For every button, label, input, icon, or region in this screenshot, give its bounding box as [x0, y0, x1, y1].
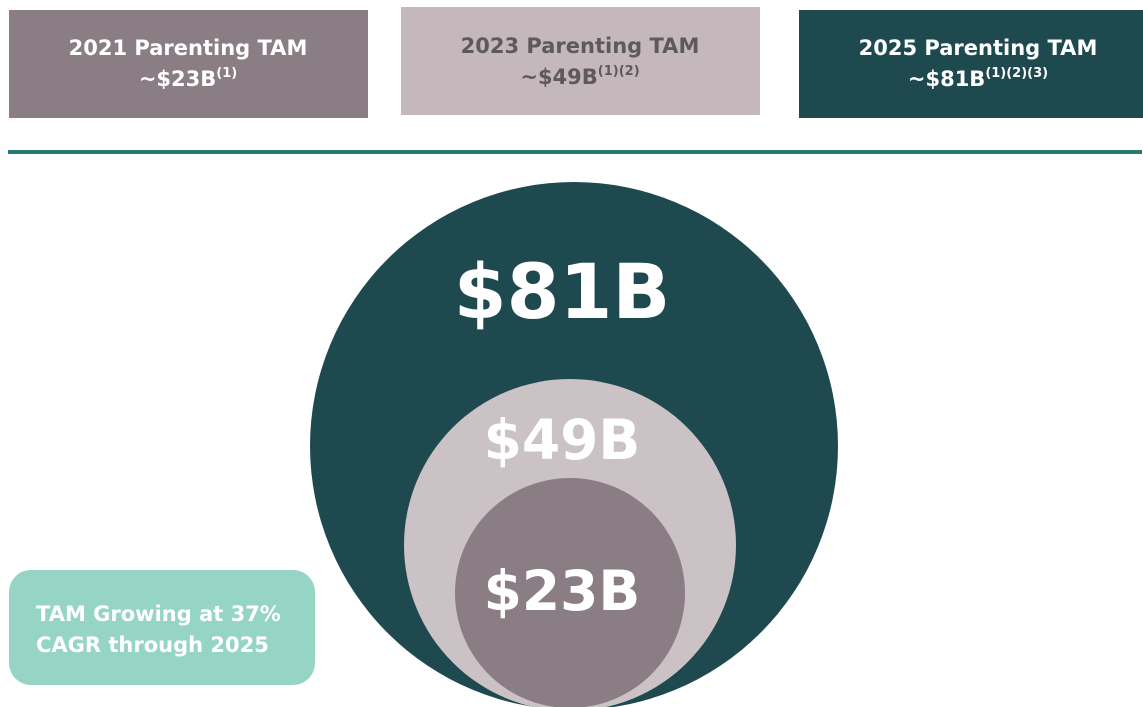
box-value: ~$49B(1)(2): [520, 64, 639, 89]
callout-line: CAGR through 2025: [36, 633, 269, 657]
callout-line: TAM Growing at 37%: [36, 602, 281, 626]
box-2023: [401, 7, 760, 115]
value: ~$49B: [520, 65, 597, 89]
circle-label: $81B: [454, 247, 671, 336]
callout: [9, 570, 315, 685]
box-2021: [9, 10, 368, 118]
footnote: (1)(2): [598, 64, 640, 79]
value: ~$23B: [139, 67, 216, 91]
box-title: 2023 Parenting TAM: [461, 34, 700, 58]
circle-label: $23B: [484, 559, 641, 623]
circle-label: $49B: [484, 408, 641, 472]
box-title: 2021 Parenting TAM: [69, 36, 308, 60]
box-2025: [799, 10, 1143, 118]
box-title: 2025 Parenting TAM: [859, 36, 1098, 60]
circle-23: [455, 478, 685, 707]
box-value: ~$81B(1)(2)(3): [908, 66, 1048, 91]
footnote: (1): [216, 66, 237, 81]
value: ~$81B: [908, 67, 985, 91]
footnote: (1)(2)(3): [985, 66, 1048, 81]
box-value: ~$23B(1): [139, 66, 237, 91]
